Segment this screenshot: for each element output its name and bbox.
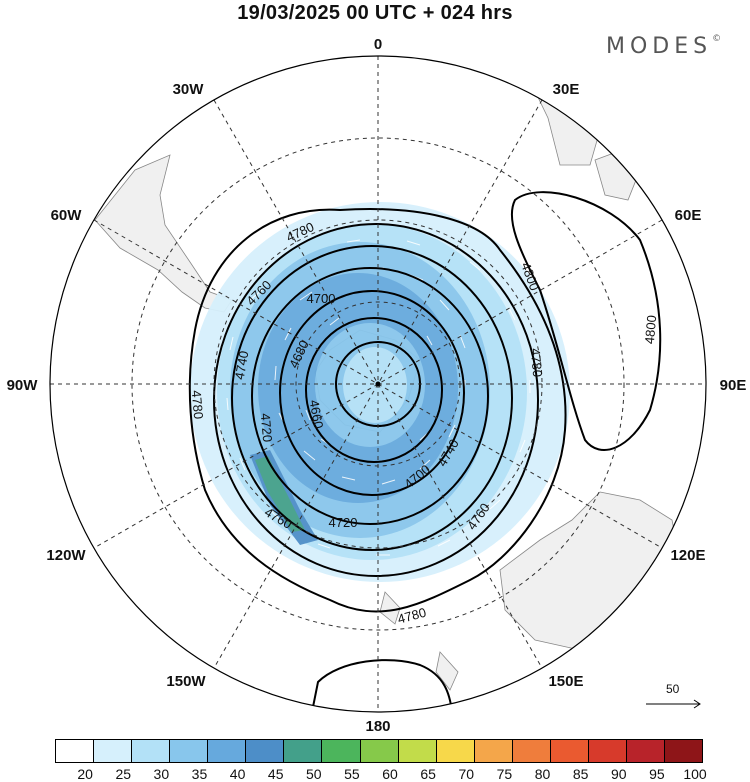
lon-label-150w: 150W bbox=[166, 673, 206, 690]
colorbar-cell bbox=[474, 740, 513, 762]
colorbar-tick-label: 20 bbox=[77, 766, 93, 782]
contour-label-4660: 4660 bbox=[307, 399, 327, 430]
lon-label-90w: 90W bbox=[7, 377, 39, 394]
africa-landmass bbox=[519, 59, 601, 166]
australia-landmass bbox=[499, 491, 691, 651]
longitude-labels: 0 30E 60E 90E 120E 150E 180 150W 120W 90… bbox=[7, 36, 747, 735]
contour-label-4780-bottom: 4780 bbox=[396, 605, 428, 627]
colorbar-cell bbox=[360, 740, 399, 762]
colorbar-cell bbox=[322, 740, 361, 762]
colorbar-tick-label: 70 bbox=[458, 766, 475, 782]
south-pole-marker bbox=[375, 381, 381, 387]
colorbar-cell bbox=[436, 740, 475, 762]
colorbar bbox=[55, 739, 703, 763]
lon-label-150e: 150E bbox=[548, 673, 583, 690]
wind-speed-shading bbox=[190, 202, 570, 582]
lon-label-60e: 60E bbox=[675, 207, 702, 224]
madagascar-landmass bbox=[594, 149, 641, 201]
colorbar-cell bbox=[550, 740, 589, 762]
lon-label-120e: 120E bbox=[670, 547, 705, 564]
colorbar-cell bbox=[665, 740, 703, 762]
contour-label-4780-right: 4780 bbox=[528, 348, 545, 378]
vector-reference-arrow bbox=[646, 699, 701, 709]
lon-label-120w: 120W bbox=[46, 547, 86, 564]
lon-label-180: 180 bbox=[365, 718, 390, 735]
lon-label-30e: 30E bbox=[553, 81, 580, 98]
vector-reference: 50 bbox=[644, 680, 704, 720]
colorbar-cell bbox=[208, 740, 247, 762]
map-title: 19/03/2025 00 UTC + 024 hrs bbox=[237, 2, 513, 24]
south-america-landmass bbox=[94, 154, 233, 313]
colorbar-tick-label: 30 bbox=[153, 766, 170, 782]
colorbar-tick-label: 40 bbox=[229, 766, 246, 782]
contour-label-4800-outer: 4800 bbox=[642, 315, 659, 345]
brand-logo: MODES© bbox=[606, 34, 721, 59]
lon-label-60w: 60W bbox=[51, 207, 83, 224]
colorbar-tick-label: 85 bbox=[572, 766, 589, 782]
colorbar-cell bbox=[398, 740, 437, 762]
colorbar-tick-label: 55 bbox=[344, 766, 360, 782]
colorbar-cell bbox=[512, 740, 551, 762]
colorbar-cell bbox=[626, 740, 665, 762]
colorbar-tick-label: 80 bbox=[534, 766, 551, 782]
colorbar-cell bbox=[284, 740, 323, 762]
contour-label-4780-left: 4780 bbox=[189, 390, 206, 420]
colorbar-cell bbox=[170, 740, 209, 762]
colorbar-tick-label: 60 bbox=[382, 766, 398, 782]
new-zealand-landmass bbox=[379, 591, 459, 691]
colorbar-tick-label: 45 bbox=[267, 766, 284, 782]
colorbar-cell bbox=[56, 740, 95, 762]
colorbar-cell bbox=[246, 740, 285, 762]
colorbar-tick-label: 95 bbox=[649, 766, 665, 782]
contour-label-4700-top: 4700 bbox=[307, 291, 336, 306]
colorbar-cell bbox=[132, 740, 171, 762]
copyright-mark: © bbox=[712, 34, 722, 44]
lon-label-0: 0 bbox=[374, 36, 382, 53]
colorbar-tick-label: 90 bbox=[610, 766, 627, 782]
colorbar-tick-label: 75 bbox=[496, 766, 513, 782]
map-boundary bbox=[49, 55, 707, 713]
colorbar-cell bbox=[588, 740, 627, 762]
brand-name: MODES bbox=[606, 34, 713, 59]
contour-label-4720-left: 4720 bbox=[258, 413, 275, 443]
colorbar-labels: 20 25 30 35 40 45 50 55 60 65 70 75 80 85 90 95 100 bbox=[55, 766, 707, 782]
lon-label-90e: 90E bbox=[720, 377, 747, 394]
contour-label-4720-bottom: 4720 bbox=[329, 515, 358, 530]
colorbar-tick-label: 65 bbox=[420, 766, 436, 782]
colorbar-tick-label: 35 bbox=[191, 766, 208, 782]
vector-reference-label: 50 bbox=[666, 682, 680, 696]
colorbar-cell bbox=[94, 740, 133, 762]
contour-label-4740-left: 4740 bbox=[232, 350, 252, 381]
map-content bbox=[94, 59, 691, 712]
colorbar-tick-label: 25 bbox=[115, 766, 132, 782]
colorbar-tick-label: 50 bbox=[306, 766, 322, 782]
lon-label-30w: 30W bbox=[173, 81, 205, 98]
colorbar-tick-label: 100 bbox=[683, 766, 707, 782]
